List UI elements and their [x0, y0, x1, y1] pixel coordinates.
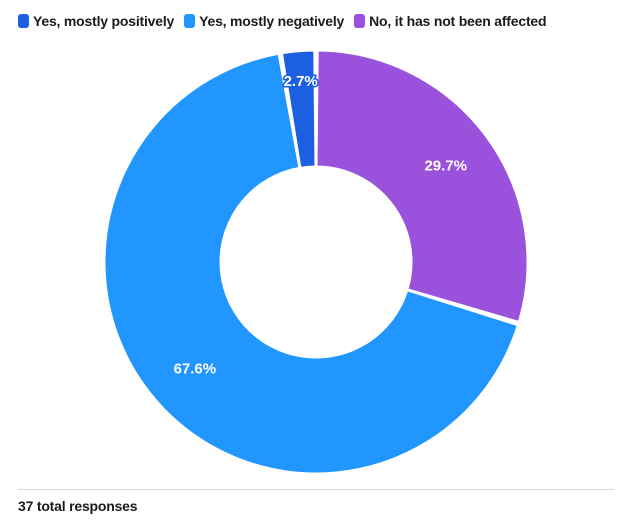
legend-item-positive[interactable]: Yes, mostly positively	[18, 13, 174, 29]
chart-legend: Yes, mostly positively Yes, mostly negat…	[18, 13, 547, 29]
donut-slice-labels: 29.7%67.6%2.7%2.7%	[174, 72, 467, 378]
footer-divider	[18, 489, 614, 490]
slice-label-positive-outline: 2.7%	[284, 73, 318, 90]
slice-label-positive: 2.7%	[284, 73, 318, 90]
slice-negative[interactable]	[104, 53, 518, 474]
slice-positive[interactable]	[281, 50, 316, 168]
legend-swatch-not-affected	[354, 14, 366, 28]
legend-swatch-negative	[184, 14, 196, 28]
slice-not-affected[interactable]	[316, 50, 528, 322]
donut-slices	[104, 50, 528, 474]
slice-label-negative: 67.6%	[174, 360, 217, 377]
legend-item-negative[interactable]: Yes, mostly negatively	[184, 13, 344, 29]
legend-item-not-affected[interactable]: No, it has not been affected	[354, 13, 547, 29]
legend-label-negative: Yes, mostly negatively	[199, 13, 345, 29]
total-responses: 37 total responses	[18, 498, 138, 514]
legend-label-positive: Yes, mostly positively	[33, 13, 175, 29]
legend-swatch-positive	[18, 14, 29, 28]
legend-label-not-affected: No, it has not been affected	[369, 13, 547, 29]
slice-label-not-affected: 29.7%	[424, 157, 467, 174]
